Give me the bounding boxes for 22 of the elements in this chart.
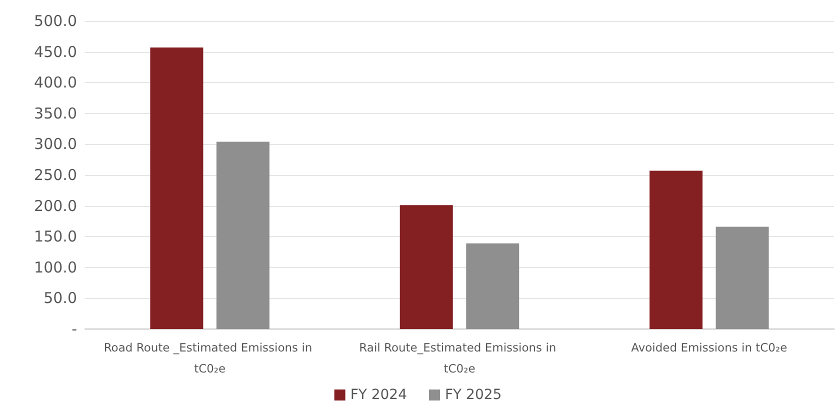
- x-tick-label: Rail Route_Estimated Emissions in tC0₂e: [359, 340, 560, 376]
- x-tick-label: Avoided Emissions in tC0₂e: [631, 340, 788, 354]
- y-tick-label: 50.0: [44, 289, 77, 308]
- bar: [150, 47, 204, 329]
- y-tick-label: 250.0: [34, 166, 77, 184]
- bar: [216, 142, 270, 329]
- y-tick-label: 100.0: [34, 258, 77, 276]
- y-tick-label: 300.0: [34, 135, 77, 154]
- y-tick-label: 450.0: [34, 42, 77, 61]
- bar: [466, 243, 520, 329]
- bar: [716, 226, 769, 329]
- legend-label: FY 2024: [350, 387, 408, 403]
- x-tick-label: Road Route _Estimated Emissions in tC0₂e: [104, 340, 316, 376]
- y-tick-label: 500.0: [34, 12, 77, 30]
- y-tick-label: 400.0: [34, 74, 77, 92]
- bar: [400, 205, 453, 329]
- y-tick-label: -: [72, 320, 77, 338]
- y-tick-label: 150.0: [34, 228, 77, 246]
- y-tick-label: 350.0: [34, 104, 77, 122]
- legend-label: FY 2025: [445, 387, 502, 403]
- y-tick-label: 200.0: [34, 196, 77, 215]
- bar: [650, 170, 703, 329]
